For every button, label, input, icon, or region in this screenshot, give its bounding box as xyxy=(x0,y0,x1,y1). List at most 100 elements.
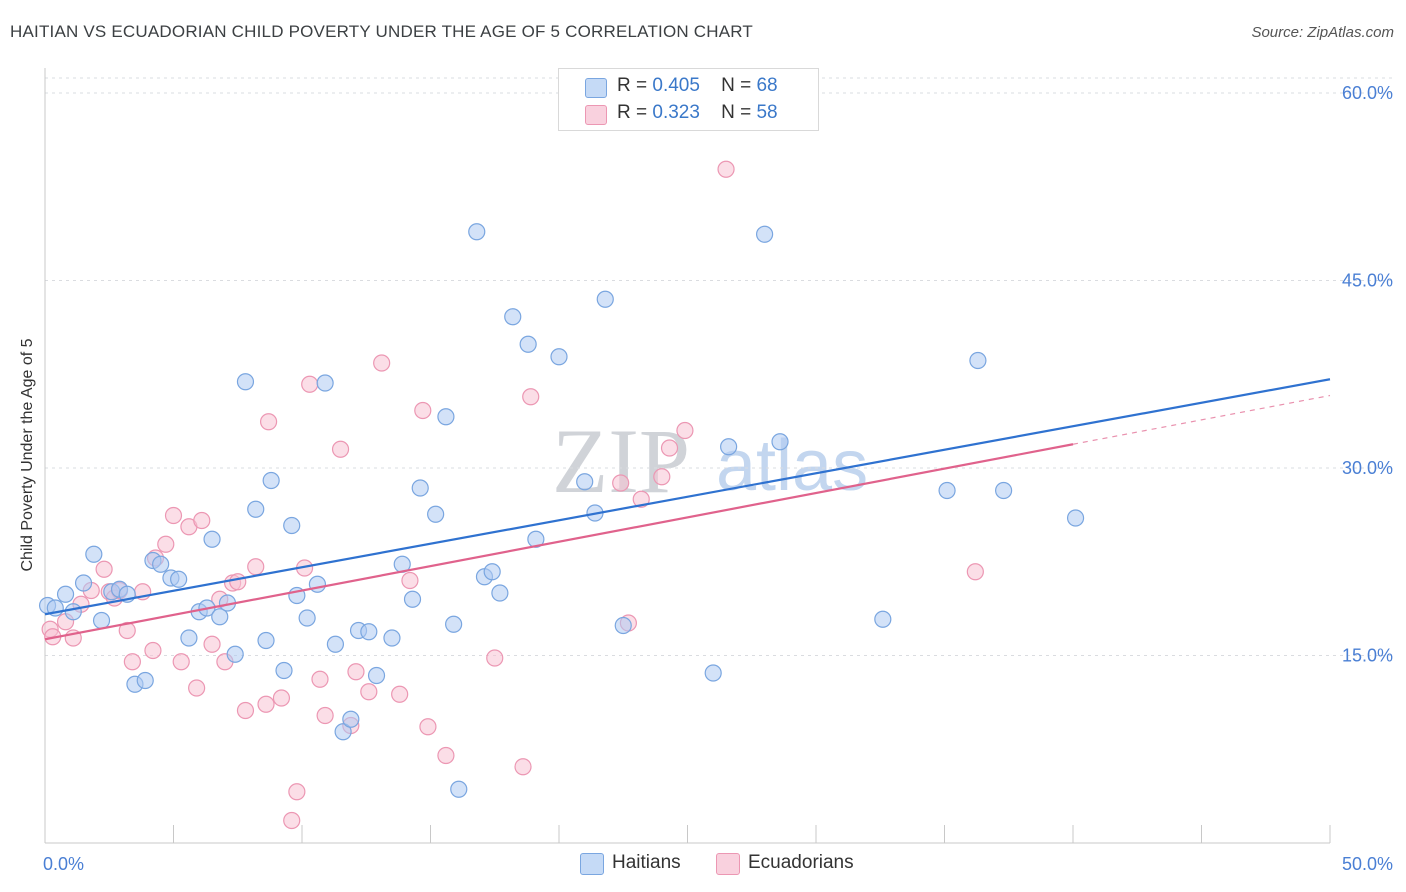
haitian-point xyxy=(450,780,468,798)
haitian-point xyxy=(56,585,75,603)
series-legend: Haitians Ecuadorians xyxy=(0,852,1406,878)
ecuadorian-point xyxy=(676,421,694,440)
haitian-point xyxy=(483,563,501,581)
ecuadorian-point xyxy=(966,563,984,581)
ecuadorian-point xyxy=(653,468,671,486)
haitian-point xyxy=(283,516,301,535)
ecuadorian-point xyxy=(414,401,432,420)
ecuadorian-point xyxy=(373,354,391,372)
ecuadorian-point xyxy=(123,653,141,671)
haitian-point xyxy=(874,610,892,628)
ecuadorians-legend-label: Ecuadorians xyxy=(748,852,854,873)
ecuadorian-point xyxy=(391,685,409,703)
haitian-point xyxy=(576,473,594,491)
ecuadorian-point xyxy=(437,746,455,765)
ecuadorian-point xyxy=(347,663,365,681)
haitian-point xyxy=(491,584,509,602)
ecuadorian-point xyxy=(360,683,378,701)
haitian-point xyxy=(367,666,386,685)
haitians-swatch xyxy=(585,78,607,98)
x-tick-label-min: 0.0% xyxy=(43,854,84,874)
haitian-point xyxy=(180,629,198,647)
ecuadorian-point xyxy=(118,621,136,640)
haitian-point xyxy=(342,710,360,728)
haitian-point xyxy=(64,603,82,621)
ecuadorian-point xyxy=(164,506,183,525)
haitian-point xyxy=(203,530,221,548)
haitian-point xyxy=(969,351,987,370)
ecuadorian-point xyxy=(203,635,221,653)
ecuadorian-point xyxy=(272,689,291,707)
haitian-point xyxy=(550,348,568,366)
trend-lines xyxy=(44,378,1331,641)
haitian-point xyxy=(74,574,93,592)
ecuadorians-legend-swatch xyxy=(716,853,740,875)
x-tick-label-max: 50.0% xyxy=(1342,854,1393,874)
haitian-trend-line xyxy=(44,378,1331,616)
ecuadorian-point xyxy=(172,653,190,671)
haitian-point xyxy=(257,631,275,650)
haitian-point xyxy=(334,723,352,741)
haitian-point xyxy=(136,671,154,690)
haitian-point xyxy=(326,635,345,653)
ecuadorian-point xyxy=(144,641,162,660)
haitian-point xyxy=(445,615,463,633)
ecuadorian-point xyxy=(486,649,504,667)
chart-title: HAITIAN VS ECUADORIAN CHILD POVERTY UNDE… xyxy=(10,22,754,41)
haitian-point xyxy=(247,500,265,518)
haitian-point xyxy=(152,555,170,573)
watermark-zip: ZIP xyxy=(552,410,690,512)
haitian-point xyxy=(519,335,537,353)
ecuadorians-r-value: 0.323 xyxy=(652,102,700,123)
haitian-point xyxy=(226,645,244,663)
ecuadorian-point xyxy=(331,440,350,458)
haitian-point xyxy=(403,590,422,608)
haitians-n-value: 68 xyxy=(756,75,778,96)
ecuadorian-point xyxy=(283,811,301,830)
haitian-point xyxy=(308,575,327,593)
haitian-point xyxy=(262,471,280,490)
ecuadorian-point xyxy=(419,718,437,736)
ecuadorian-point xyxy=(259,413,278,431)
haitian-point xyxy=(411,479,429,497)
correlation-legend: R = 0.405 N = 68 R = 0.323 N = 58 xyxy=(558,68,819,131)
haitians-legend-label: Haitians xyxy=(612,852,681,873)
tick-labels: 15.0% 30.0% 45.0% 60.0% 0.0% 50.0% xyxy=(43,83,1393,874)
haitian-point xyxy=(614,616,632,635)
ecuadorian-point xyxy=(311,670,329,688)
haitian-point xyxy=(755,225,774,243)
ecuadorian-point xyxy=(717,160,735,178)
ecuadorian-point xyxy=(514,758,532,776)
ecuadorian-point xyxy=(188,679,206,697)
y-tick-label: 30.0% xyxy=(1342,458,1393,478)
haitian-point xyxy=(995,481,1013,500)
ecuadorians-n-label: N = xyxy=(721,102,752,123)
haitian-point xyxy=(360,623,378,641)
haitian-point xyxy=(720,438,738,456)
haitian-point xyxy=(938,481,956,500)
ecuadorian-point xyxy=(401,571,419,590)
watermark-atlas: atlas xyxy=(716,426,868,506)
haitians-r-label: R = xyxy=(617,75,648,96)
haitian-point xyxy=(596,290,614,308)
ecuadorians-n-value: 58 xyxy=(756,102,778,123)
haitian-point xyxy=(427,505,445,523)
ecuadorian-point xyxy=(157,535,175,553)
ecuadorian-trend-line xyxy=(44,443,1074,641)
ecuadorian-point xyxy=(632,490,650,508)
haitian-point xyxy=(504,308,522,326)
source-credit: Source: ZipAtlas.com xyxy=(1251,24,1394,41)
ecuadorian-point xyxy=(612,474,630,492)
y-tick-label: 45.0% xyxy=(1342,271,1393,291)
haitian-point xyxy=(771,433,789,451)
ecuadorian-trend-extension xyxy=(1072,394,1331,445)
ecuadorian-point xyxy=(522,388,540,406)
ecuadorians-r-label: R = xyxy=(617,102,648,123)
ecuadorian-point xyxy=(288,783,306,801)
haitian-point xyxy=(170,570,188,588)
haitians-legend-swatch xyxy=(580,853,604,875)
haitian-point xyxy=(704,664,722,682)
haitians-r-value: 0.405 xyxy=(652,75,700,96)
y-tick-label: 15.0% xyxy=(1342,646,1393,666)
